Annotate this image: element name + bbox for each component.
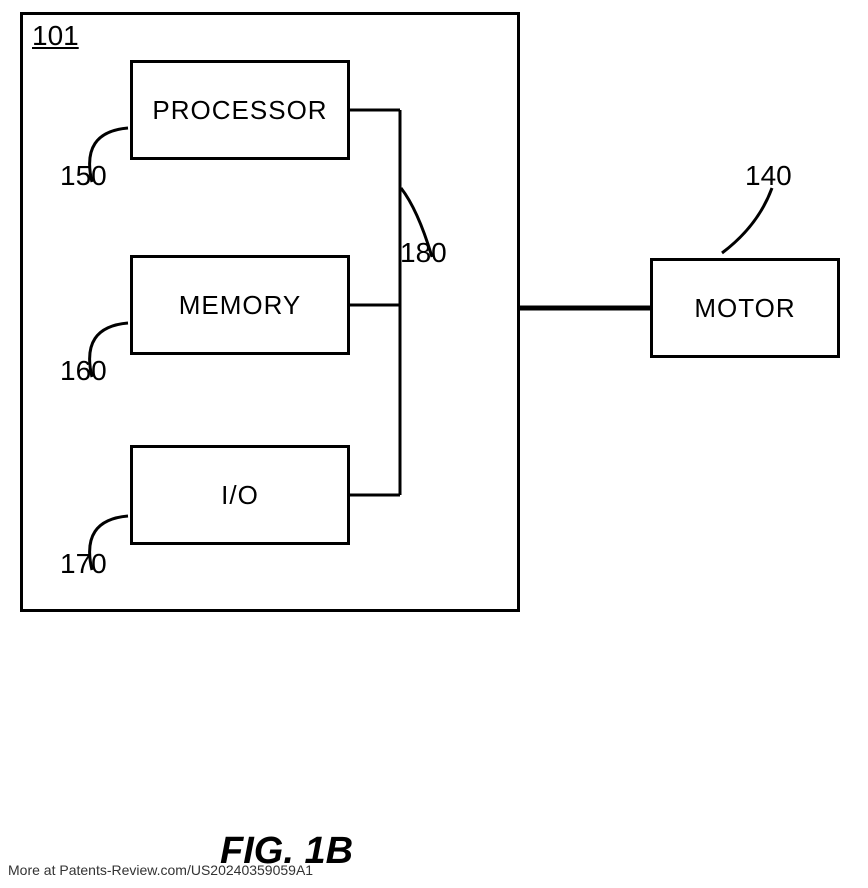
io-ref: 170	[60, 548, 107, 580]
io-block: I/O	[130, 445, 350, 545]
io-label: I/O	[221, 480, 259, 511]
memory-ref: 160	[60, 355, 107, 387]
processor-block: PROCESSOR	[130, 60, 350, 160]
bus-ref: 180	[400, 237, 447, 269]
leader-motor	[722, 188, 772, 253]
memory-block: MEMORY	[130, 255, 350, 355]
motor-ref: 140	[745, 160, 792, 192]
diagram-canvas: 101 PROCESSOR 150 MEMORY 160 I/O 170 MOT…	[0, 0, 868, 888]
footer-text: More at Patents-Review.com/US20240359059…	[8, 862, 313, 878]
memory-label: MEMORY	[179, 290, 302, 321]
motor-label: MOTOR	[694, 293, 795, 324]
processor-ref: 150	[60, 160, 107, 192]
processor-label: PROCESSOR	[152, 95, 327, 126]
main-container-ref: 101	[32, 20, 79, 52]
motor-block: MOTOR	[650, 258, 840, 358]
